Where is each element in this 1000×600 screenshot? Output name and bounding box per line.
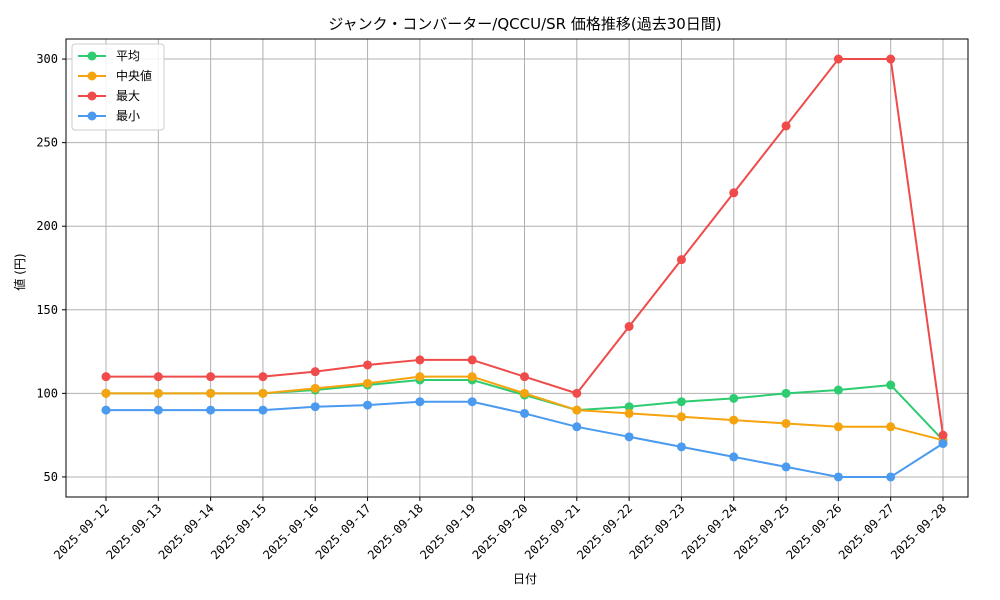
data-point [101,388,111,398]
data-point [886,472,896,482]
series-layer [101,54,948,482]
y-tick-label: 200 [36,219,58,233]
data-point [520,408,529,418]
data-point [153,372,163,382]
data-point [467,397,477,407]
plot-frame [65,38,969,498]
data-point [310,367,320,377]
y-tick-label: 100 [36,386,58,400]
legend-marker [87,71,97,81]
data-point [938,430,948,440]
y-tick-label: 300 [36,52,58,66]
data-point [781,462,791,472]
data-point [781,121,791,131]
data-point [206,405,216,415]
legend-item: 最大 [78,89,140,103]
legend-item: 最小 [78,109,140,123]
data-point [258,372,268,382]
data-point [781,418,791,428]
data-point [729,452,739,462]
data-point [572,422,582,432]
chart-title: ジャンク・コンバーター/QCCU/SR 価格推移(過去30日間) [328,15,721,33]
data-point [938,439,948,449]
data-point [886,380,896,390]
data-point [729,415,739,425]
data-point [572,405,582,415]
data-point [415,355,425,365]
data-point [520,388,529,398]
data-point [624,432,634,442]
data-point [729,188,739,198]
legend-marker [87,91,97,101]
data-point [729,393,739,403]
data-point [833,385,843,395]
data-point [833,422,843,432]
data-point [310,402,320,412]
data-point [676,397,686,407]
y-tick-label: 150 [36,303,58,317]
data-point [676,412,686,422]
data-point [415,372,425,382]
data-point [886,422,896,432]
series-3 [101,54,948,440]
data-point [520,372,529,382]
legend-marker [87,111,97,121]
data-point [781,388,791,398]
data-point [676,255,686,265]
data-point [363,378,373,388]
data-point [206,388,216,398]
y-axis-title: 値 (円) [12,253,27,290]
legend-label: 最小 [116,109,140,123]
legend-label: 中央値 [116,68,152,83]
data-point [206,372,216,382]
legend-item: 中央値 [78,68,152,83]
data-point [467,355,477,365]
data-point [886,54,896,64]
data-point [676,442,686,452]
data-point [258,388,268,398]
legend-item: 平均 [78,49,140,63]
data-point [415,397,425,407]
data-point [153,405,163,415]
grid-layer [66,39,968,497]
data-point [258,405,268,415]
data-point [101,372,111,382]
data-point [572,388,582,398]
legend-box [71,43,165,131]
x-axis-title: 日付 [513,572,537,586]
data-point [153,388,163,398]
data-point [833,54,843,64]
legend-marker [87,51,97,61]
legend-label: 最大 [116,89,140,103]
legend-label: 平均 [116,49,140,63]
data-point [363,400,373,410]
data-point [310,383,320,393]
series-4 [101,397,948,482]
data-point [624,402,634,412]
y-tick-label: 250 [36,136,58,150]
data-point [833,472,843,482]
data-point [467,372,477,382]
data-point [363,360,373,370]
data-point [624,408,634,418]
y-tick-label: 50 [44,470,58,484]
data-point [101,405,111,415]
data-point [624,322,634,332]
